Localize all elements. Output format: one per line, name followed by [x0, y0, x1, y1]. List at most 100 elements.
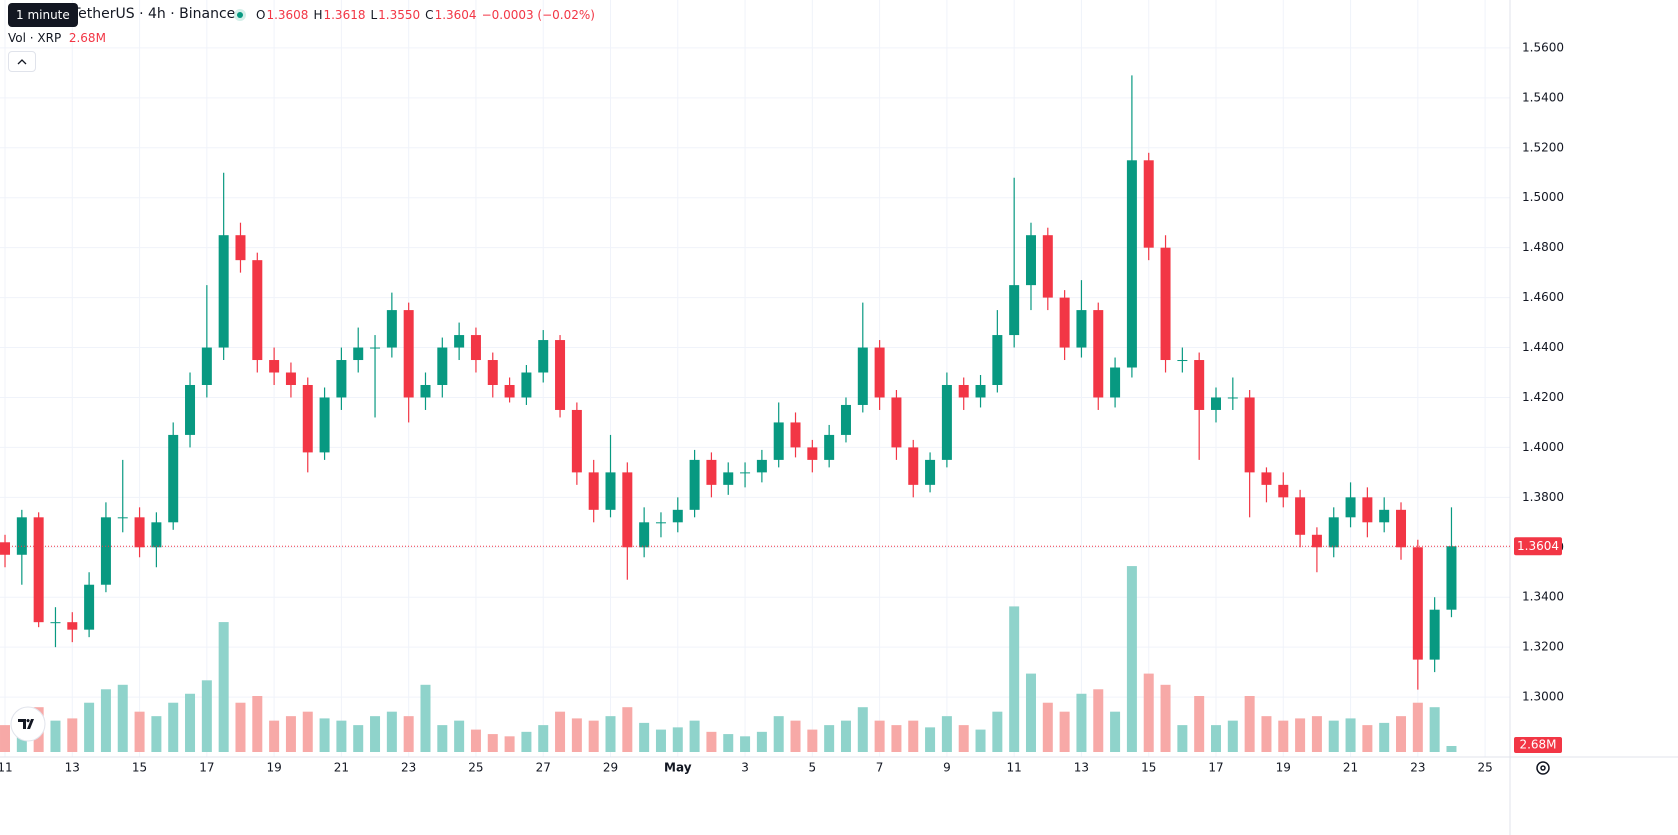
gear-center[interactable] — [1540, 765, 1546, 771]
y-tick-label: 1.5600 — [1522, 40, 1564, 54]
volume-bar — [1396, 716, 1407, 752]
candle-body — [555, 340, 566, 410]
volume-bar — [1177, 725, 1188, 752]
volume-bar — [487, 734, 498, 752]
candle-body — [1110, 367, 1121, 398]
candle-body — [454, 335, 465, 348]
volume-bar — [521, 731, 532, 752]
candle-body — [975, 384, 986, 398]
candle-body — [1076, 310, 1087, 348]
candle-body — [370, 347, 381, 349]
volume-bar — [975, 729, 986, 752]
candle-body — [706, 459, 717, 485]
collapse-icon[interactable] — [9, 52, 35, 71]
settings-button[interactable] — [1536, 761, 1550, 775]
volume-bar — [0, 725, 11, 752]
volume-bar — [386, 711, 397, 752]
x-tick-label: 17 — [199, 761, 214, 775]
x-tick-label: 15 — [132, 761, 147, 775]
candle-body — [908, 447, 919, 485]
candle-body — [571, 409, 582, 473]
chevron[interactable] — [17, 59, 27, 65]
volume-bar — [1042, 702, 1053, 752]
volume-bar — [1009, 606, 1020, 752]
x-tick-label: 3 — [741, 761, 749, 775]
candle-body — [857, 347, 868, 405]
x-tick-label: 19 — [1276, 761, 1291, 775]
volume-bar — [1446, 745, 1457, 752]
x-tick-label: 25 — [1477, 761, 1492, 775]
volume-bar — [1345, 718, 1356, 752]
volume-bar — [840, 720, 851, 752]
candle-body — [353, 347, 364, 361]
candle-body — [1311, 534, 1322, 548]
y-tick-label: 1.3000 — [1522, 690, 1564, 704]
candles — [0, 75, 1457, 690]
collapse-button[interactable] — [8, 51, 36, 72]
candle-body — [1059, 297, 1070, 348]
candle-body — [521, 372, 532, 398]
x-tick-label: 9 — [943, 761, 951, 775]
symbol-title: TetherUS · 4h · Binance — [72, 6, 236, 22]
volume-bar — [706, 731, 717, 752]
tooltip: 1 minute — [8, 3, 78, 27]
axes: 1.30001.32001.34001.36001.38001.40001.42… — [0, 40, 1564, 775]
candle-body — [33, 517, 44, 623]
volume-bar — [538, 725, 549, 752]
candle-body — [1227, 397, 1238, 399]
candle-body — [1362, 497, 1373, 523]
candle-body — [588, 472, 599, 510]
volume-bar — [437, 725, 448, 752]
candle-body — [252, 260, 263, 361]
y-tick-label: 1.4400 — [1522, 340, 1564, 354]
volume-bar — [1362, 725, 1373, 752]
candle-body — [269, 360, 280, 373]
volume-bar — [925, 727, 936, 752]
x-tick-label: 13 — [1074, 761, 1089, 775]
volume-bar — [100, 689, 111, 752]
candle-body — [639, 522, 650, 548]
candle-body — [824, 434, 835, 460]
candle-body — [67, 622, 78, 630]
candle-body — [1025, 235, 1036, 286]
x-tick-label: 29 — [603, 761, 618, 775]
candle-body — [504, 384, 515, 398]
candle-body — [218, 235, 229, 348]
logo-mark — [18, 719, 34, 729]
volume-bar — [117, 684, 128, 752]
status-dot-ring — [234, 9, 246, 21]
candle-body — [1177, 360, 1188, 362]
candle-body — [84, 584, 95, 630]
volume-bar — [370, 716, 381, 752]
volume-bar — [874, 720, 885, 752]
candle-body — [117, 517, 128, 519]
candle-body — [891, 397, 902, 448]
x-tick-label: 5 — [809, 761, 817, 775]
candle-body — [773, 422, 784, 460]
candle-body — [302, 384, 313, 453]
candle-body — [1143, 160, 1154, 248]
y-tick-label: 1.5000 — [1522, 190, 1564, 204]
status-dot — [237, 12, 243, 18]
candle-body — [151, 522, 162, 548]
candle-body — [1093, 310, 1104, 398]
volume-bar — [1160, 684, 1171, 752]
volume-bar — [1278, 720, 1289, 752]
candle-body — [1396, 509, 1407, 548]
change: −0.0003 (−0.02%) — [481, 8, 595, 22]
x-tick-label: 23 — [1410, 761, 1425, 775]
y-tick-label: 1.4000 — [1522, 440, 1564, 454]
volume-bar — [470, 729, 481, 752]
candle-body — [790, 422, 801, 448]
volume-bar — [908, 720, 919, 752]
volume-bar — [151, 716, 162, 752]
volume-bar — [689, 720, 700, 752]
candle-body — [420, 384, 431, 398]
volume-bar — [1311, 716, 1322, 752]
ohlc-key: L — [370, 8, 378, 22]
gear-icon[interactable] — [1536, 761, 1550, 775]
x-tick-label: 17 — [1208, 761, 1223, 775]
candle-body — [1345, 497, 1356, 518]
candle-body — [0, 542, 11, 555]
